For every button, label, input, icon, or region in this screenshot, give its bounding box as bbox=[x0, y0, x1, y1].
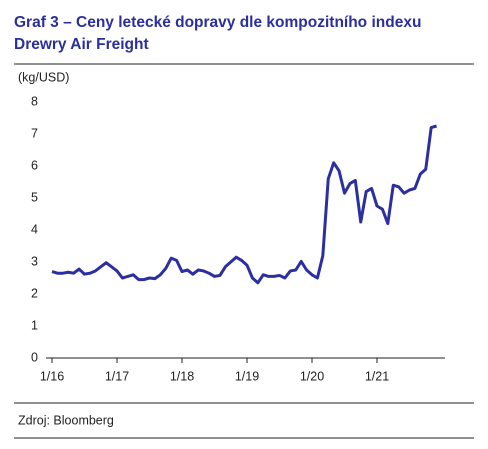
y-tick-label: 2 bbox=[31, 286, 38, 300]
y-tick-label: 6 bbox=[31, 158, 38, 172]
y-tick-label: 4 bbox=[31, 222, 38, 236]
y-tick-label: 5 bbox=[31, 190, 38, 204]
y-tick-label: 0 bbox=[31, 350, 38, 364]
chart-title: Graf 3 – Ceny letecké dopravy dle kompoz… bbox=[14, 14, 422, 53]
x-tick-label: 1/18 bbox=[170, 369, 194, 383]
y-axis-label: (kg/USD) bbox=[18, 70, 69, 84]
source: Zdroj: Bloomberg bbox=[18, 413, 114, 427]
y-tick-label: 3 bbox=[31, 254, 38, 268]
y-tick-label: 1 bbox=[31, 318, 38, 332]
y-tick-label: 8 bbox=[31, 94, 38, 108]
x-tick-label: 1/17 bbox=[105, 369, 129, 383]
y-tick-label: 7 bbox=[31, 126, 38, 140]
x-tick-label: 1/20 bbox=[300, 369, 324, 383]
x-tick-label: 1/19 bbox=[235, 369, 259, 383]
data-line bbox=[51, 124, 438, 285]
x-tick-label: 1/16 bbox=[40, 369, 64, 383]
x-tick-label: 1/21 bbox=[365, 369, 389, 383]
